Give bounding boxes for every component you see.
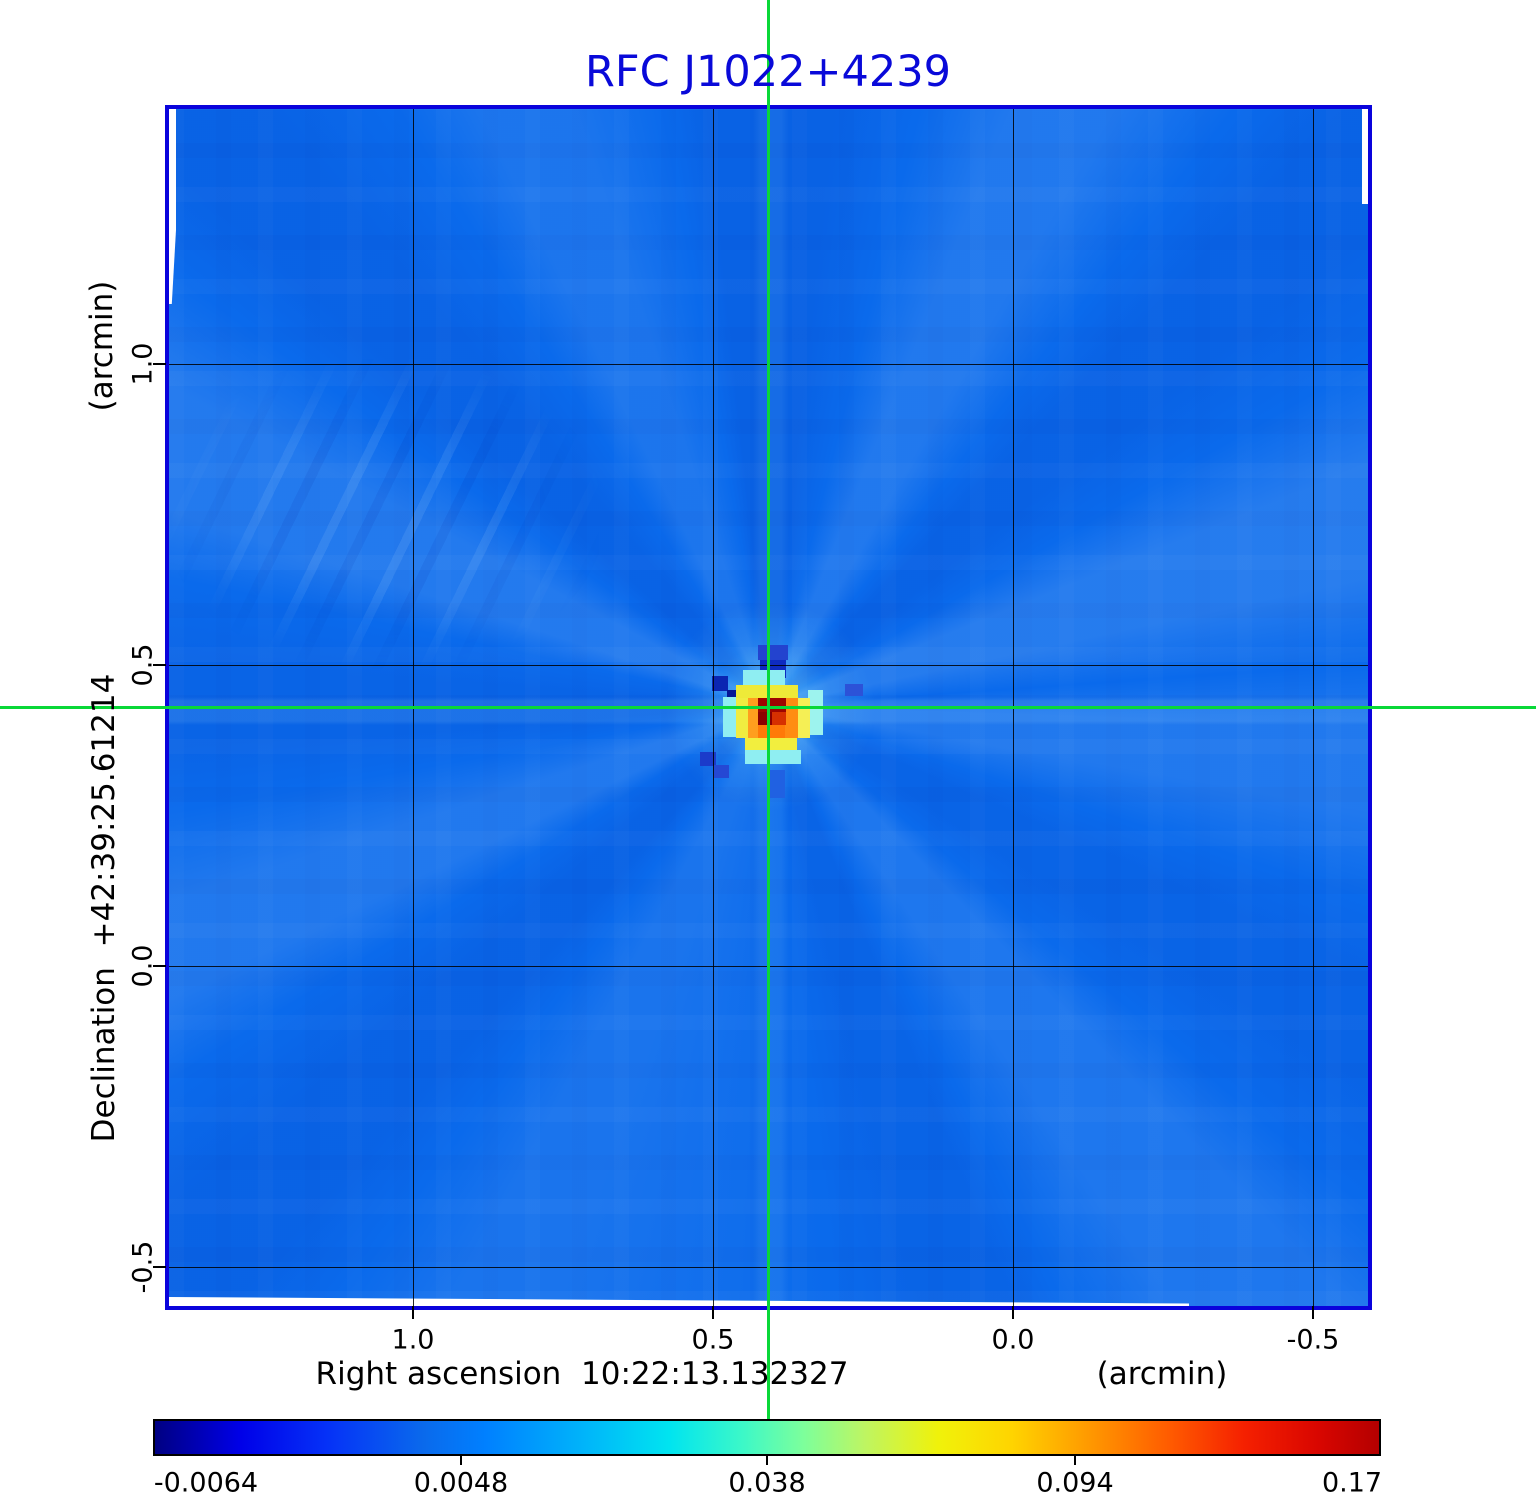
colorbar-tick-label: 0.17 <box>1321 1467 1383 1499</box>
y-tick-label: -0.5 <box>127 1240 159 1294</box>
crosshair-horizontal-line <box>0 706 1536 709</box>
x-tick-mark <box>712 1306 714 1319</box>
sidelobe-streaks <box>169 359 599 669</box>
source-pixel <box>785 698 798 738</box>
source-pixel <box>845 684 863 696</box>
blank-edge-right <box>1362 109 1368 204</box>
y-tick-mark <box>153 1266 166 1268</box>
colorbar <box>153 1419 1381 1456</box>
colorbar-tick-label: 0.094 <box>1036 1467 1114 1499</box>
source-pixel <box>736 698 748 738</box>
x-axis-unit-label: (arcmin) <box>1096 1356 1228 1392</box>
y-tick-mark <box>153 363 166 365</box>
source-pixel <box>758 698 786 712</box>
x-tick-mark <box>1012 1306 1014 1319</box>
x-tick-label: 1.0 <box>391 1324 435 1356</box>
x-tick-label: 0.5 <box>691 1324 735 1356</box>
source-pixel <box>745 737 797 750</box>
crosshair-vertical-line <box>767 0 770 1419</box>
colorbar-tick-label: -0.0064 <box>153 1467 259 1499</box>
source-pixel <box>797 698 810 738</box>
source-pixel <box>770 770 785 798</box>
source-pixel <box>808 690 823 735</box>
colorbar-tick-mark <box>460 1456 462 1465</box>
x-tick-label: -0.5 <box>1286 1324 1340 1356</box>
x-axis-label: Right ascension 10:22:13.132327 <box>315 1356 849 1392</box>
source-pixel <box>712 676 728 691</box>
source-pixel <box>758 645 788 660</box>
source-pixel <box>772 712 786 725</box>
blank-edge-left <box>169 109 176 304</box>
blank-edge-bottom <box>169 1297 1189 1306</box>
source-pixel <box>714 765 729 778</box>
colorbar-tick-mark <box>766 1456 768 1465</box>
x-tick-mark <box>412 1306 414 1319</box>
colorbar-tick-label: 0.038 <box>728 1467 806 1499</box>
source-pixel <box>745 750 801 764</box>
colorbar-tick-mark <box>1074 1456 1076 1465</box>
source-pixel <box>758 725 785 738</box>
y-tick-mark <box>153 965 166 967</box>
y-tick-label: 1.0 <box>127 342 159 386</box>
plot-title: RFC J1022+4239 <box>585 47 951 97</box>
y-tick-mark <box>153 664 166 666</box>
source-pixel <box>700 752 716 766</box>
colorbar-tick-label: 0.0048 <box>413 1467 509 1499</box>
y-axis-unit-label: (arcmin) <box>84 280 120 412</box>
x-tick-mark <box>1312 1306 1314 1319</box>
source-pixel <box>743 670 785 685</box>
source-pixel <box>748 698 758 738</box>
y-tick-label: 0.5 <box>127 643 159 687</box>
y-axis-label: Declination +42:39:25.61214 <box>86 673 122 1143</box>
x-tick-label: 0.0 <box>991 1324 1035 1356</box>
y-tick-label: 0.0 <box>127 944 159 988</box>
source-pixel <box>723 697 737 737</box>
